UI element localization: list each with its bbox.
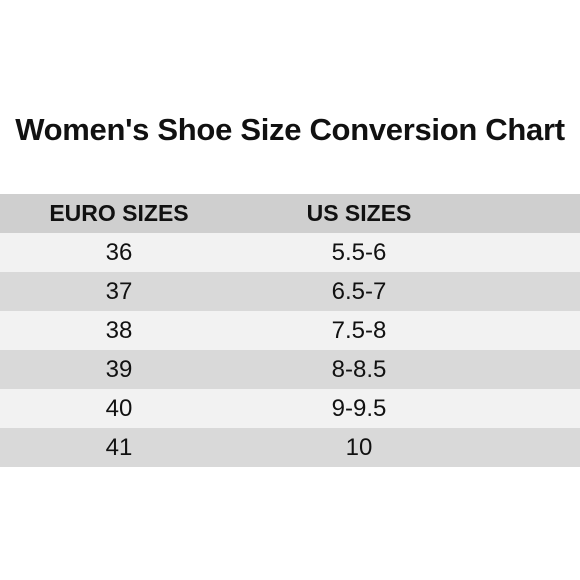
table-row: 37 6.5-7: [0, 272, 580, 311]
table-row: 39 8-8.5: [0, 350, 580, 389]
euro-size-cell: 39: [105, 356, 133, 383]
euro-size-cell: 41: [105, 434, 133, 461]
size-conversion-table: EURO SIZES US SIZES 36 5.5-6 37 6.5-7 38…: [0, 194, 580, 467]
table-row: 41 10: [0, 428, 580, 467]
table-row: 40 9-9.5: [0, 389, 580, 428]
euro-size-cell: 40: [105, 395, 133, 422]
table-row: 36 5.5-6: [0, 233, 580, 272]
table-row: 38 7.5-8: [0, 311, 580, 350]
us-size-cell: 7.5-8: [331, 317, 387, 344]
us-size-cell: 6.5-7: [331, 278, 387, 305]
header-euro-sizes: EURO SIZES: [49, 200, 189, 226]
chart-title: Women's Shoe Size Conversion Chart: [15, 112, 565, 147]
euro-size-cell: 38: [105, 317, 133, 344]
euro-size-cell: 37: [105, 278, 133, 305]
us-size-cell: 9-9.5: [331, 395, 387, 422]
euro-size-cell: 36: [105, 239, 133, 266]
table-header-row: EURO SIZES US SIZES: [0, 194, 580, 233]
us-size-cell: 8-8.5: [331, 356, 387, 383]
header-us-sizes: US SIZES: [306, 200, 412, 226]
us-size-cell: 5.5-6: [331, 239, 387, 266]
us-size-cell: 10: [345, 434, 373, 461]
